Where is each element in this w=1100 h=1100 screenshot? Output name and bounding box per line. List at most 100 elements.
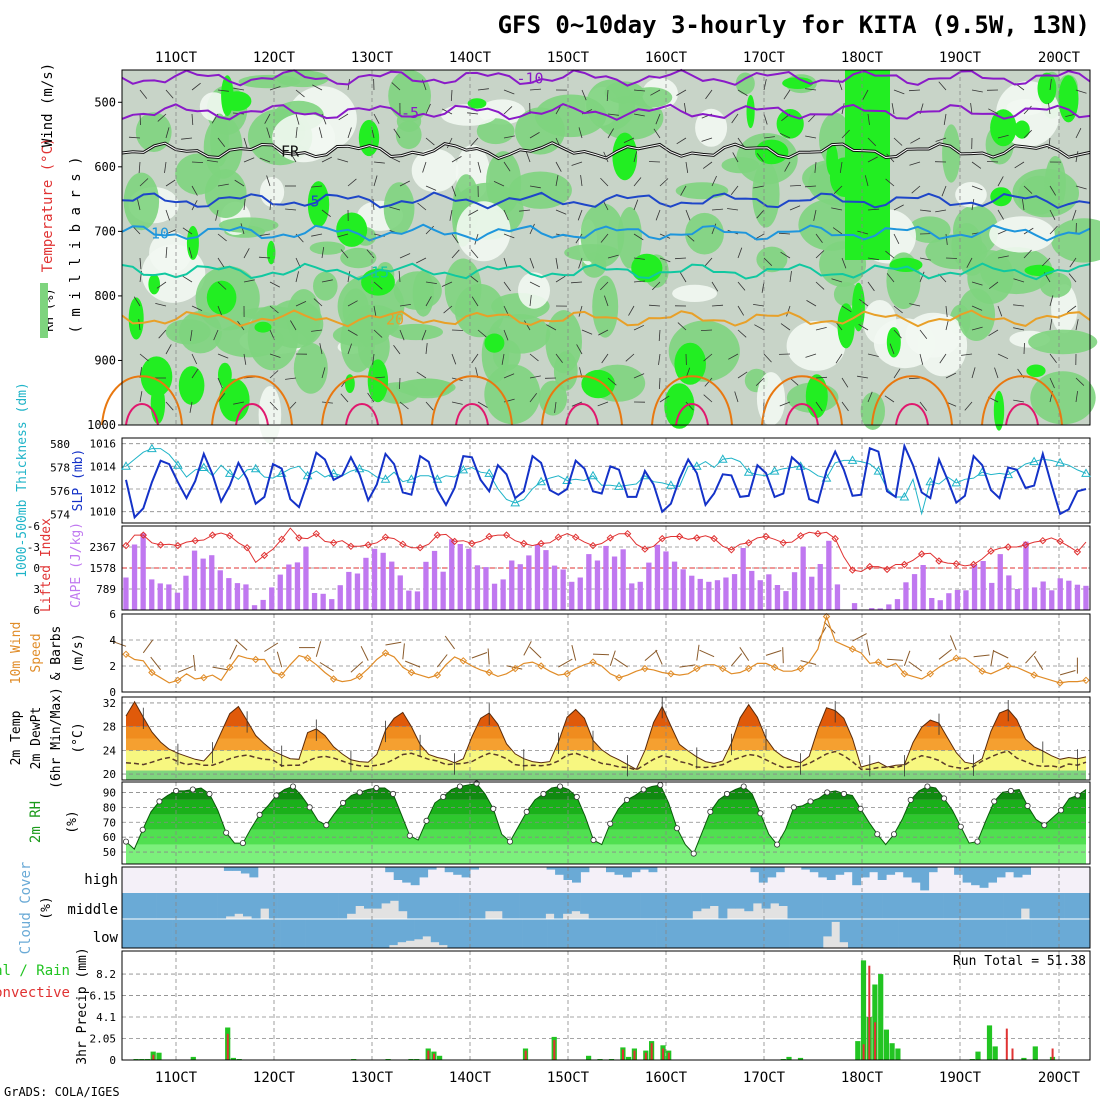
- li-point: [312, 529, 321, 538]
- rh-high-patch: [1014, 120, 1030, 139]
- cape-bar: [397, 575, 403, 610]
- cloud-cell: [914, 919, 924, 948]
- wind-barb: [659, 178, 669, 187]
- wind-barb: [789, 377, 799, 386]
- li-point: [1073, 548, 1082, 556]
- wind-barb: [555, 275, 566, 283]
- cloud-panel: high middle low Cloud Cover (%): [18, 862, 1091, 954]
- wind-barb: [908, 377, 921, 380]
- cloud-cell: [956, 919, 966, 948]
- wind-barb: [285, 377, 297, 380]
- cloud-cell: [943, 893, 953, 919]
- legend-wind-label: Wind (m/s): [40, 63, 56, 147]
- cloud-cell: [439, 919, 448, 946]
- wind-barb: [780, 323, 791, 331]
- cloud-cell: [238, 919, 248, 948]
- wind-barb: [128, 136, 141, 139]
- cloud-cell: [294, 893, 304, 919]
- hot-contour: [235, 403, 269, 426]
- wind-barb: [884, 395, 895, 403]
- rh-patch: [508, 171, 572, 209]
- wind-barb: [704, 257, 713, 267]
- temp-label-3: (6hr Min/Max): [49, 687, 64, 789]
- cape-bar: [466, 548, 472, 610]
- rh-patch: [695, 108, 728, 147]
- cape-bar: [329, 599, 335, 610]
- cloud-cell: [954, 867, 963, 875]
- cloud-cell: [444, 867, 454, 873]
- wind-barb: [841, 377, 849, 388]
- cloud-cell: [393, 867, 403, 880]
- thickness-point: [769, 466, 780, 475]
- cape-bar: [834, 584, 841, 610]
- cloud-cell: [781, 919, 790, 948]
- cloud-cell: [960, 893, 970, 919]
- rh-patch: [456, 201, 511, 262]
- li-point: [883, 565, 891, 574]
- cloud-cell: [640, 893, 650, 919]
- cloud-cell: [381, 893, 391, 904]
- wind-barb: [831, 278, 843, 283]
- cloud-cell: [303, 893, 313, 919]
- top-tick-label: 20OCT: [1038, 50, 1081, 66]
- li-point: [468, 539, 476, 548]
- wind-barb: [919, 353, 924, 365]
- slp-tick-label: 1012: [90, 483, 117, 496]
- wind10m-barb: [150, 656, 161, 671]
- wind10m-barb: [193, 655, 196, 672]
- cloud-cell: [424, 893, 434, 919]
- cloud-cell: [709, 893, 719, 906]
- wind-barb: [886, 273, 895, 283]
- cloud-cell: [139, 893, 149, 919]
- cloud-cell: [545, 893, 555, 914]
- wind-barb: [607, 128, 614, 139]
- cape-bar: [757, 580, 763, 610]
- wind-barb: [1049, 209, 1056, 220]
- isotherm-label: 20: [386, 311, 404, 329]
- cape-bar: [200, 558, 206, 610]
- wind-barb: [763, 136, 775, 139]
- cape-bar: [440, 571, 446, 610]
- rh-point: [540, 790, 547, 797]
- wind-barb: [633, 373, 645, 379]
- wind-barb: [658, 329, 661, 342]
- wind-barb: [919, 257, 931, 261]
- wind-barb: [312, 84, 323, 91]
- li-point: [1039, 536, 1047, 545]
- cape-bar: [551, 565, 558, 610]
- cloud-cell: [572, 919, 582, 948]
- wind10m-barb: [1025, 650, 1037, 664]
- wind10m-point: [874, 658, 883, 666]
- cape-bar: [586, 554, 592, 610]
- cloud-cell: [163, 919, 173, 948]
- cloud-cell: [1029, 893, 1039, 919]
- cloud-cell: [470, 867, 479, 870]
- top-tick-label: 19OCT: [939, 50, 982, 66]
- rh-high-patch: [484, 333, 505, 353]
- cloud-cell: [419, 867, 429, 878]
- rh-patch: [942, 124, 961, 183]
- cloud-cell: [823, 919, 832, 937]
- wind-barb: [919, 271, 925, 283]
- cloud-cell: [856, 919, 865, 948]
- wind-barb: [805, 353, 817, 358]
- cloud-cell: [894, 867, 904, 873]
- cloud-cell: [614, 919, 623, 948]
- wind-barb: [1066, 305, 1077, 313]
- cape-bar: [817, 564, 823, 610]
- cloud-cell: [860, 867, 870, 878]
- isotherm-label: -10: [516, 70, 543, 88]
- cape-bar: [1014, 589, 1021, 610]
- wind10m-barb: [644, 649, 658, 661]
- wind-barb: [321, 156, 332, 163]
- wind-barb: [451, 156, 462, 163]
- cape-bar: [414, 591, 421, 610]
- wind-label-3: & Barbs: [49, 626, 64, 681]
- thickness-point: [484, 468, 495, 477]
- wind-barb: [893, 368, 901, 379]
- cloud-cell: [770, 893, 780, 904]
- rh-point: [139, 826, 146, 833]
- li-point: [762, 532, 770, 541]
- cape-bar: [800, 546, 806, 610]
- rh-patch: [628, 87, 673, 108]
